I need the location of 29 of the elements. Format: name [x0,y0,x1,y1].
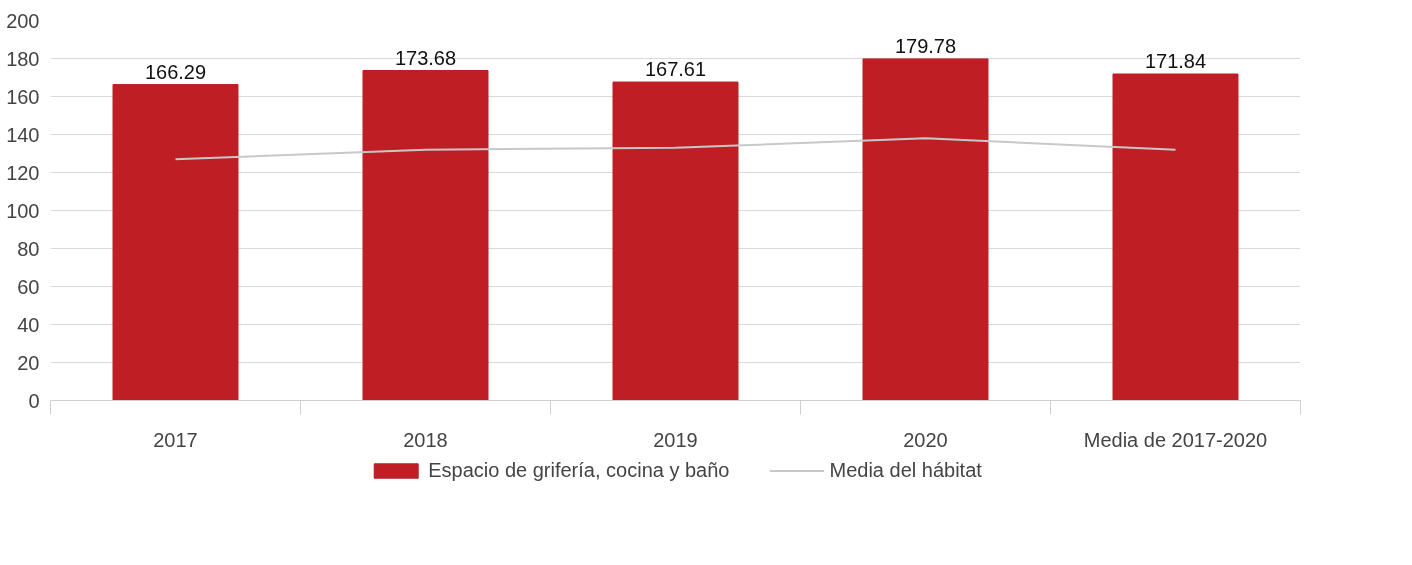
bar [362,70,489,401]
x-tick-label: 2018 [403,428,448,451]
y-tick-label: 40 [17,313,40,336]
line-series [174,137,1177,161]
y-tick-label: 20 [17,351,40,374]
data-label: 171.84 [1144,50,1207,72]
x-tick-label: 2017 [153,428,198,451]
data-label: 167.61 [644,58,707,81]
y-tick-label: 180 [6,47,40,70]
legend-label: Espacio de grifería, cocina y baño [428,458,730,482]
data-label: 166.29 [144,60,207,83]
y-tick-label: 140 [6,123,40,146]
y-tick-label: 60 [17,275,40,298]
y-tick-label: 120 [6,161,40,184]
y-tick-label: 200 [6,9,40,32]
data-label: 173.68 [394,46,457,69]
x-tick-label: 2019 [653,428,698,451]
bar [612,81,739,401]
legend-label: Media del hábitat [829,458,982,482]
y-tick-label: 160 [6,85,40,108]
x-tick-label: Media de 2017-2020 [1083,428,1268,451]
bar [112,84,239,401]
y-tick-label: 0 [28,389,40,412]
bar [1112,73,1239,401]
y-tick-label: 100 [6,199,40,222]
y-tick-label: 80 [17,237,40,260]
x-tick-label: 2020 [903,428,948,451]
data-label: 179.78 [894,34,957,57]
bar [862,58,989,401]
